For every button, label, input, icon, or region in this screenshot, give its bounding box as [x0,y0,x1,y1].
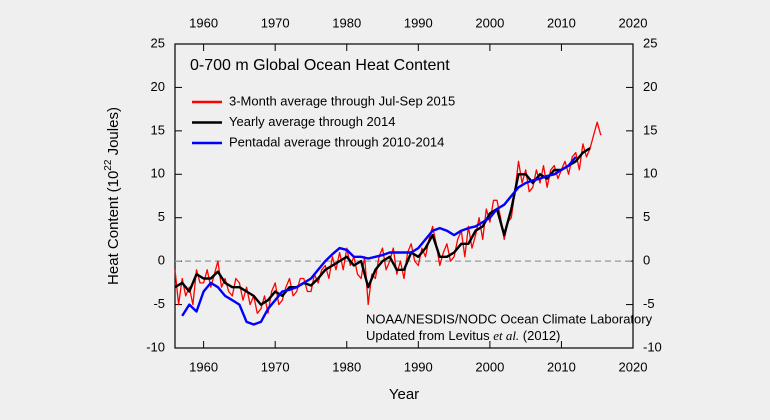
series-line [174,147,591,306]
x-tick-label: 1990 [404,15,433,30]
annotation-part: (2012) [519,328,560,343]
legend-label: Pentadal average through 2010-2014 [229,134,444,149]
y-tick-label: -10 [643,339,662,354]
y-tick-label: -5 [643,296,655,311]
legend-label: Yearly average through 2014 [229,114,395,129]
x-tick-label: 2020 [619,15,648,30]
y-tick-label: 20 [643,79,657,94]
y-tick-label: -5 [153,296,165,311]
chart-title: 0-700 m Global Ocean Heat Content [190,57,450,74]
y-axis-label-sup: 22 [103,159,114,171]
y-tick-label: 5 [158,209,165,224]
annotation: NOAA/NESDIS/NODC Ocean Climate Laborator… [366,311,653,326]
y-tick-label: 20 [151,79,165,94]
annotation-part: Updated from Levitus [366,328,493,343]
y-tick-label: 5 [643,209,650,224]
x-tick-label: 1960 [189,15,218,30]
x-tick-label: 1970 [261,15,290,30]
y-axis-label-part: Joules) [105,107,122,160]
y-tick-label: 15 [151,122,165,137]
annotation-part: et al. [493,328,519,343]
x-tick-label: 2020 [619,359,648,374]
x-tick-label: 2010 [547,359,576,374]
x-tick-label: 1970 [261,359,290,374]
y-tick-label: 0 [643,253,650,268]
series-line [174,121,602,314]
x-tick-label: 2010 [547,15,576,30]
y-axis-label: Heat Content (1022 Joules) [103,107,122,285]
y-tick-label: 0 [158,253,165,268]
legend-label: 3-Month average through Jul-Sep 2015 [229,93,455,108]
y-tick-label: 10 [643,166,657,181]
y-axis-label-part: Heat Content (10 [105,171,122,285]
x-tick-label: 1960 [189,359,218,374]
x-tick-label: 2000 [475,359,504,374]
annotation: Updated from Levitus et al. (2012) [366,328,560,343]
y-tick-label: 25 [643,35,657,50]
x-axis-label: Year [389,386,419,403]
y-tick-label: 10 [151,166,165,181]
y-tick-label: -10 [146,339,165,354]
x-tick-label: 1980 [332,359,361,374]
y-tick-label: 25 [151,35,165,50]
y-tick-label: 15 [643,122,657,137]
series-line [181,156,577,326]
x-tick-label: 1990 [404,359,433,374]
x-tick-label: 2000 [475,15,504,30]
x-tick-label: 1980 [332,15,361,30]
plot-frame [174,43,634,349]
